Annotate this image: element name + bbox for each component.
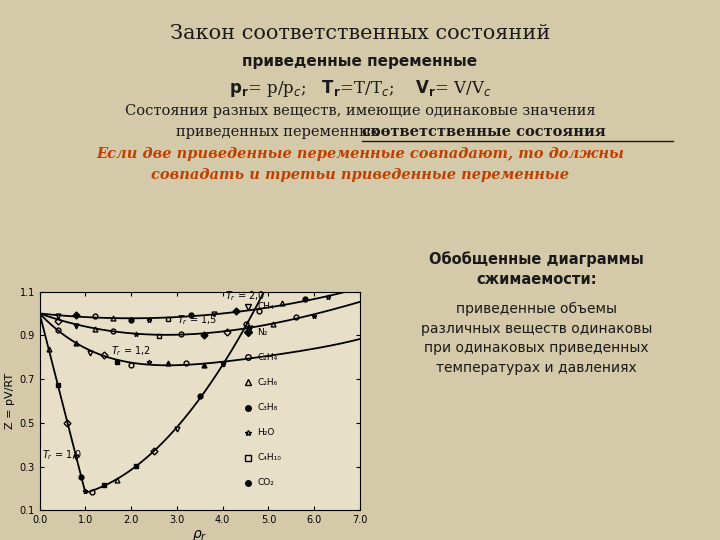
Text: $\mathbf{p_r}$= p/p$_c$;   $\mathbf{T_r}$=T/T$_c$;    $\mathbf{V_r}$= V/V$_c$: $\mathbf{p_r}$= p/p$_c$; $\mathbf{T_r}$=… [229,78,491,99]
Text: приведенные объемы
различных веществ одинаковы
при одинаковых приведенных
темпер: приведенные объемы различных веществ оди… [420,302,652,375]
Text: приведенные переменные: приведенные переменные [243,54,477,69]
Text: H₂O: H₂O [257,428,274,437]
Text: N₂: N₂ [257,328,267,336]
Text: C₂H₆: C₂H₆ [257,378,277,387]
Text: соответственные состояния: соответственные состояния [362,125,606,139]
Text: Закон соответственных состояний: Закон соответственных состояний [170,24,550,43]
Text: C₃H₈: C₃H₈ [257,403,277,412]
Text: $T_r$ = 2,0: $T_r$ = 2,0 [225,289,265,303]
Text: $T_r$ = 1,5: $T_r$ = 1,5 [177,313,217,327]
Text: C₄H₁₀: C₄H₁₀ [257,453,281,462]
Text: Обобщенные диаграммы
сжимаемости:: Обобщенные диаграммы сжимаемости: [429,251,644,287]
X-axis label: $\rho_r$: $\rho_r$ [192,528,207,540]
Text: CH₄: CH₄ [257,302,274,312]
Text: $T_r$ = 1,0: $T_r$ = 1,0 [42,448,82,462]
Text: C₂H₄: C₂H₄ [257,353,277,362]
Text: CO₂: CO₂ [257,478,274,488]
Text: Если две приведенные переменные совпадают, то должны: Если две приведенные переменные совпадаю… [96,147,624,161]
Text: Состояния разных веществ, имеющие одинаковые значения: Состояния разных веществ, имеющие одинак… [125,104,595,118]
Text: совпадать и третьи приведенные переменные: совпадать и третьи приведенные переменны… [151,168,569,183]
Y-axis label: Z = pV/RT: Z = pV/RT [5,373,15,429]
Text: $T_r$ = 1,2: $T_r$ = 1,2 [111,345,150,359]
Text: приведенных переменных -: приведенных переменных - [176,125,394,139]
